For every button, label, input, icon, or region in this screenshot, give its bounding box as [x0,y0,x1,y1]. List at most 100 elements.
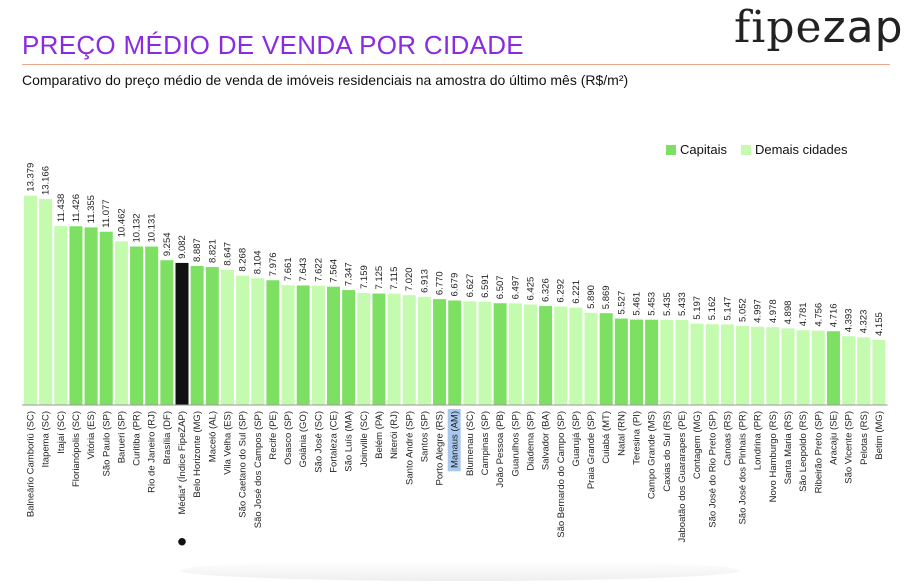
value-label: 4.978 [768,299,779,323]
value-label: 5.461 [632,292,643,316]
value-label: 8.821 [207,239,218,263]
bar [24,195,37,405]
value-label: 5.433 [677,292,688,316]
value-label: 10.132 [132,213,143,242]
value-label: 7.643 [298,258,309,282]
category-label: São Bernardo do Campo (SP) [556,411,567,538]
bar [539,306,553,405]
category-label: Pelotas (RS) [859,411,870,465]
category-labels-group: Balneário Camboriú (SC) Itapema (SC) Itaja… [26,409,885,546]
category-label: Diadema (SP) [525,411,536,471]
category-label: Ribeirão Preto (SP) [813,411,824,493]
category-label: São José (SC) [313,411,324,473]
value-label: 6.507 [495,275,506,299]
bar [705,324,719,405]
category-label: Goiânia (GO) [298,411,309,468]
value-label: 9.254 [162,232,173,256]
category-label: João Pessoa (PB) [495,411,506,488]
category-label: Betim (MG) [874,411,885,460]
category-label: Praia Grande (SP) [586,411,597,489]
fipezap-logo: fipezap [734,6,904,50]
value-label: 8.104 [253,250,264,274]
value-label: 5.453 [647,292,658,316]
value-label: 5.435 [662,292,673,316]
bar [766,327,780,405]
value-label: 6.913 [419,269,430,293]
value-label: 11.077 [101,199,112,227]
value-label: 8.647 [222,242,233,266]
category-label: Recife (PE) [268,411,279,460]
value-label: 8.887 [192,238,203,262]
bar [84,227,98,405]
legend-label-capitals: Capitais [680,142,727,157]
header-divider [22,64,890,65]
bar [99,231,113,405]
category-label: Manaus (AM) [450,411,461,468]
category-label: Jaboatão dos Guararapes (PE) [677,411,688,543]
bar [236,275,250,405]
value-label: 6.627 [465,274,476,298]
value-label: 5.162 [707,296,718,320]
category-label: São José do Rio Preto (SP) [707,411,718,528]
value-label: 6.679 [450,273,461,297]
value-label: 11.426 [71,194,82,222]
bar [402,295,416,405]
category-label: Maceió (AL) [207,411,218,462]
value-label: 7.020 [404,267,415,291]
category-label: Caxias do Sul (RS) [662,411,673,492]
bar [220,269,234,405]
value-label: 4.781 [798,302,809,326]
category-label: Aracaju (SE) [828,411,839,465]
value-label: 7.622 [313,258,324,282]
bar [54,226,68,405]
value-label: 4.756 [813,303,824,327]
category-label: Florianópolis (SC) [71,411,82,487]
category-label: Santos (SP) [419,411,430,462]
bar [327,286,340,405]
value-label: 13.379 [26,163,37,192]
index-marker-dot [178,537,186,546]
category-label: São José dos Pinhais (PR) [738,411,749,525]
legend-swatch-capitals [666,144,676,155]
bar [736,325,750,405]
chart-legend: Capitais Demais cidades [666,142,847,157]
value-label: 6.497 [510,276,521,300]
category-label: São Luís (MA) [344,411,355,472]
category-label: Cuiabá (MT) [601,411,612,464]
value-label: 7.347 [344,262,355,286]
category-label: São Vicente (SP) [844,411,855,484]
category-label: Canoas (RS) [722,411,733,466]
value-label: 13.166 [41,166,52,195]
bar [630,319,643,405]
category-label: Brasília (DF) [162,411,173,464]
category-label: São Leopoldo (RS) [798,411,809,492]
value-label: 6.425 [525,277,536,301]
value-label: 6.770 [435,271,446,295]
bar [811,330,825,405]
category-label: Vitória (ES) [86,411,97,459]
value-label: 5.869 [601,285,612,309]
value-label: 7.661 [283,257,294,281]
category-label: Guarulhos (SP) [510,411,521,476]
bar [448,300,462,405]
bar [675,320,689,405]
bar [372,293,386,405]
chart-subtitle: Comparativo do preço médio de venda de i… [22,72,629,88]
bar [311,285,325,405]
bar [826,331,840,405]
value-label: 9.082 [177,235,188,259]
value-label: 11.438 [56,194,67,222]
bars-group [24,195,886,405]
category-label: Londrina (PR) [753,411,764,470]
bar [39,199,53,405]
value-label: 11.355 [86,195,97,223]
category-label: Itapema (SC) [41,411,52,468]
bar [569,307,583,405]
value-label: 5.890 [586,285,597,309]
bar [554,306,568,405]
bar [251,278,265,405]
bottom-shadow [180,560,740,581]
value-label: 6.591 [480,274,491,298]
bar [342,290,356,405]
value-label: 4.323 [859,310,870,334]
